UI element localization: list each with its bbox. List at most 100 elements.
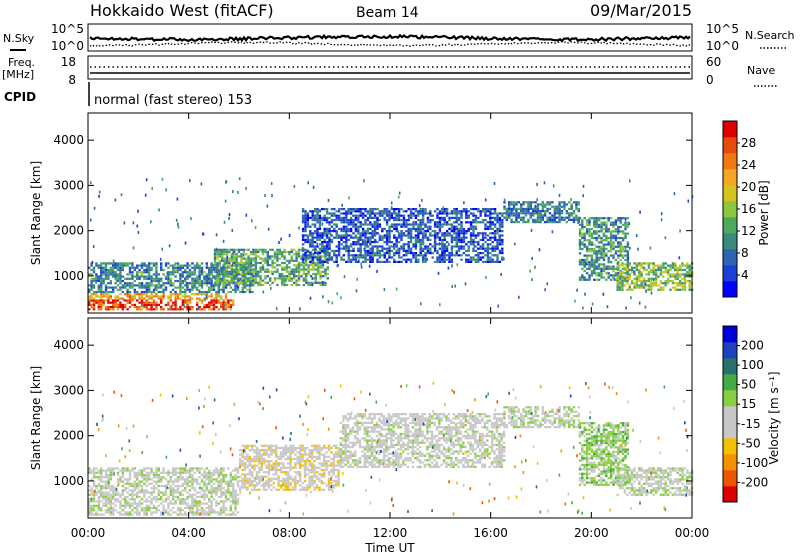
echo-cell [140,293,144,296]
echo-cell [88,502,91,505]
echo-cell [342,245,346,248]
echo-cell [283,275,286,278]
echo-cell [121,290,124,294]
echo-cell [390,249,394,252]
echo-cell [328,236,331,239]
echo-cell [174,480,177,483]
echo-cell [145,513,148,516]
echo-cell [583,239,586,242]
echo-cell [347,258,350,261]
echo-cell [493,212,497,215]
echo-cell [512,221,516,224]
echo-cell [600,250,603,253]
echo-point [321,222,324,226]
echo-cell [257,261,260,265]
echo-cell [325,232,329,235]
echo-cell [247,255,250,258]
echo-cell [626,266,629,269]
echo-cell [248,444,251,447]
echo-cell [116,295,120,298]
echo-cell [121,275,124,278]
echo-cell [588,219,591,222]
echo-cell [624,221,627,224]
echo-cell [616,262,619,265]
echo-cell [626,273,629,276]
echo-cell [133,284,136,287]
echo-cell [181,482,184,485]
echo-cell [155,275,158,278]
echo-cell [208,476,211,479]
echo-cell [383,234,386,237]
echo-cell [179,476,182,479]
echo-cell [203,480,206,483]
echo-cell [150,297,153,300]
echo-point [131,262,134,266]
echo-cell [128,471,132,474]
echo-cell [236,498,240,501]
echo-cell [438,247,442,250]
echo-cell [453,210,456,213]
echo-cell [160,264,163,267]
echo-cell [390,214,394,217]
echo-cell [324,281,327,284]
echo-cell [330,258,334,261]
echo-cell [330,208,334,211]
echo-cell [417,236,420,239]
echo-cell [128,295,132,298]
echo-point [364,246,367,249]
echo-cell [498,212,502,215]
echo-cell [172,473,175,477]
echo-cell [421,221,425,224]
echo-cell [597,263,601,266]
echo-cell [200,290,204,294]
echo-cell [181,478,184,481]
echo-cell [481,236,485,239]
echo-cell [563,216,566,219]
echo-point [360,262,362,266]
echo-cell [378,245,382,248]
echo-cell [484,254,487,257]
echo-cell [131,266,134,269]
echo-cell [220,277,223,280]
echo-cell [593,219,596,222]
echo-point [485,276,487,279]
echo-cell [254,264,257,267]
echo-cell [300,275,303,278]
echo-cell [196,293,199,296]
echo-cell [128,513,132,516]
echo-cell [417,210,420,213]
echo-cell [155,288,158,291]
echo-cell [240,266,243,269]
echo-cell [169,493,172,496]
echo-cell [633,262,636,265]
echo-cell [650,277,653,280]
echo-cell [359,225,362,228]
echo-cell [683,284,687,287]
echo-cell [174,500,177,503]
echo-cell [92,277,96,280]
echo-cell [191,498,194,501]
echo-cell [619,252,622,255]
echo-cell [114,295,117,298]
echo-cell [248,279,252,283]
echo-cell [536,203,540,206]
echo-cell [259,266,262,269]
echo-cell [484,227,487,230]
echo-cell [553,214,556,217]
echo-cell [246,482,249,485]
echo-cell [493,223,497,226]
echo-cell [316,236,319,239]
echo-cell [136,506,139,510]
echo-cell [335,260,338,263]
echo-cell [136,275,139,278]
echo-cell [148,286,151,289]
echo-cell [417,241,420,244]
echo-cell [319,272,322,276]
echo-cell [593,269,596,273]
echo-cell [302,279,305,282]
echo-cell [160,491,163,494]
echo-point [439,303,441,307]
echo-cell [255,451,259,454]
echo-cell [210,480,213,483]
echo-point [337,263,339,267]
